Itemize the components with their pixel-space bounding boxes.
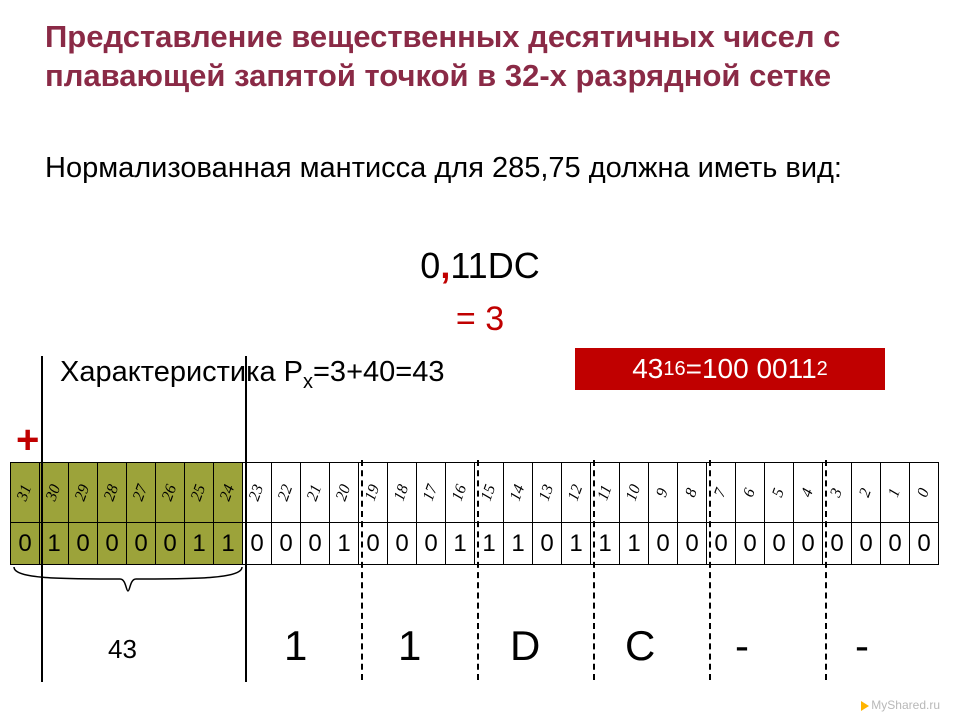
- hex-label: -: [735, 622, 749, 670]
- group-divider: [361, 460, 363, 680]
- under-brace: [12, 565, 244, 595]
- bit-value-cell: 0: [910, 523, 939, 565]
- bit-value-cell: 0: [736, 523, 765, 565]
- charact-prefix: Характеристика P: [60, 356, 303, 388]
- bit-index-cell: 31: [11, 463, 40, 523]
- group-divider: [593, 460, 595, 680]
- slide-subtitle: Нормализованная мантисса для 285,75 долж…: [45, 150, 925, 188]
- bit-value-cell: 1: [620, 523, 649, 565]
- bit-index-cell: 18: [388, 463, 417, 523]
- bit-index-row: 3130292827262524232221201918171615141312…: [11, 463, 939, 523]
- bit-index-cell: 0: [910, 463, 939, 523]
- bit-value-cell: 0: [127, 523, 156, 565]
- bit-value-cell: 0: [417, 523, 446, 565]
- bit-index-cell: 21: [301, 463, 330, 523]
- play-icon: [861, 701, 869, 711]
- equals-line: = 3: [0, 300, 960, 339]
- watermark: MyShared.ru: [861, 698, 940, 712]
- bit-index-cell: 13: [533, 463, 562, 523]
- conv-left: 43: [632, 353, 663, 385]
- bit-index-cell: 27: [127, 463, 156, 523]
- bit-index-cell: 2: [852, 463, 881, 523]
- bit-value-cell: 1: [504, 523, 533, 565]
- conv-mid: =100 0011: [686, 353, 817, 385]
- hex-label: -: [855, 622, 869, 670]
- solid-divider: [41, 356, 43, 682]
- under-label: 43: [108, 634, 137, 665]
- bit-value-cell: 0: [272, 523, 301, 565]
- conv-sub2: 2: [817, 358, 828, 381]
- bit-index-cell: 24: [214, 463, 243, 523]
- mantissa-expression: 0,11DC: [0, 245, 960, 287]
- watermark-text: MyShared.ru: [871, 698, 940, 712]
- group-divider: [477, 460, 479, 680]
- bit-value-cell: 0: [678, 523, 707, 565]
- bit-value-cell: 0: [156, 523, 185, 565]
- bit-index-cell: 1: [881, 463, 910, 523]
- bit-value-cell: 1: [562, 523, 591, 565]
- brace-icon: [12, 565, 244, 595]
- bit-value-cell: 0: [852, 523, 881, 565]
- conversion-box: 4316=100 00112: [575, 348, 885, 390]
- conv-sub1: 16: [663, 358, 685, 381]
- bit-index-cell: 17: [417, 463, 446, 523]
- mantissa-comma: ,: [440, 245, 450, 286]
- plus-sign: +: [16, 418, 39, 463]
- bit-value-cell: 0: [388, 523, 417, 565]
- hex-label: 1: [284, 622, 307, 670]
- characteristic-line: Характеристика Px=3+40=43: [60, 356, 444, 394]
- bit-value-cell: 0: [69, 523, 98, 565]
- bit-value-cell: 0: [11, 523, 40, 565]
- hex-label: C: [625, 622, 655, 670]
- bit-value-cell: 1: [330, 523, 359, 565]
- bit-value-cell: 1: [446, 523, 475, 565]
- bit-index-cell: 10: [620, 463, 649, 523]
- solid-divider: [245, 356, 247, 682]
- bit-index-cell: 25: [185, 463, 214, 523]
- bit-index-cell: 28: [98, 463, 127, 523]
- group-divider: [709, 460, 711, 680]
- bit-index-cell: 12: [562, 463, 591, 523]
- hex-label: 1: [398, 622, 421, 670]
- bit-index-cell: 8: [678, 463, 707, 523]
- mantissa-zero: 0: [420, 245, 440, 286]
- slide-title: Представление вещественных десятичных чи…: [45, 18, 915, 96]
- bit-index-cell: 6: [736, 463, 765, 523]
- bit-index-cell: 5: [765, 463, 794, 523]
- bit-value-cell: 1: [40, 523, 69, 565]
- bit-value-cell: 0: [98, 523, 127, 565]
- bit-value-cell: 0: [765, 523, 794, 565]
- bit-value-cell: 0: [649, 523, 678, 565]
- bit-index-cell: 22: [272, 463, 301, 523]
- group-divider: [825, 460, 827, 680]
- bit-index-cell: 26: [156, 463, 185, 523]
- charact-sub: x: [303, 371, 313, 393]
- bit-index-cell: 16: [446, 463, 475, 523]
- bit-value-cell: 0: [881, 523, 910, 565]
- bit-value-cell: 0: [533, 523, 562, 565]
- charact-rest: =3+40=43: [313, 356, 444, 388]
- bit-value-cell: 0: [301, 523, 330, 565]
- bit-value-row: 01000011000100011101110000000000: [11, 523, 939, 565]
- bit-value-cell: 1: [214, 523, 243, 565]
- bit-index-cell: 29: [69, 463, 98, 523]
- bit-index-cell: 20: [330, 463, 359, 523]
- mantissa-rest: 11DC: [450, 245, 539, 286]
- bit-index-cell: 30: [40, 463, 69, 523]
- bit-index-cell: 9: [649, 463, 678, 523]
- bit-value-cell: 0: [794, 523, 823, 565]
- hex-label: D: [510, 622, 540, 670]
- bit-table: 3130292827262524232221201918171615141312…: [10, 462, 939, 565]
- bit-value-cell: 1: [185, 523, 214, 565]
- bit-index-cell: 14: [504, 463, 533, 523]
- bit-index-cell: 4: [794, 463, 823, 523]
